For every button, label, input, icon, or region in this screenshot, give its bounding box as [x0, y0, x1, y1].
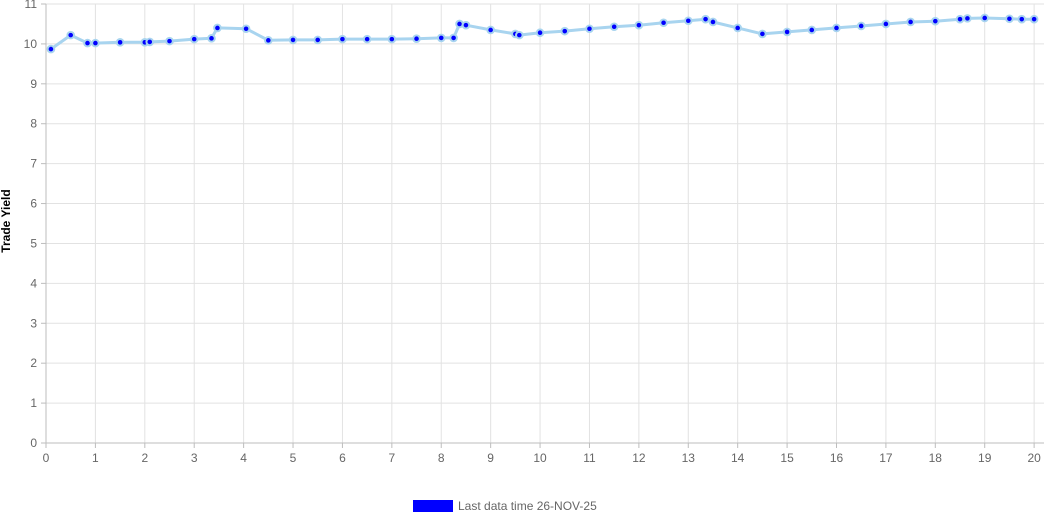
x-tick-label: 18: [929, 451, 943, 465]
data-point: [362, 34, 372, 44]
x-tick-label: 2: [141, 451, 148, 465]
data-point: [1017, 14, 1027, 24]
data-point: [145, 37, 155, 47]
data-point: [832, 23, 841, 33]
data-point: [241, 24, 251, 34]
x-tick-label: 0: [43, 451, 50, 465]
data-point: [313, 35, 323, 45]
data-point: [1005, 14, 1014, 24]
x-tick-label: 13: [682, 451, 696, 465]
data-point: [683, 16, 693, 26]
x-tick-label: 15: [780, 451, 794, 465]
legend-swatch: [413, 500, 453, 512]
x-tick-label: 8: [438, 451, 445, 465]
data-point: [165, 36, 174, 46]
y-tick-label: 0: [30, 436, 37, 450]
data-point: [807, 25, 817, 35]
data-point: [288, 35, 298, 45]
legend-label: Last data time 26-NOV-25: [458, 499, 597, 513]
data-point: [609, 22, 619, 32]
data-point: [436, 33, 446, 43]
data-point: [264, 36, 273, 45]
data-point: [708, 17, 718, 27]
data-point: [634, 20, 644, 30]
x-tick-label: 12: [632, 451, 646, 465]
data-point: [66, 30, 76, 40]
data-point: [856, 21, 866, 31]
y-tick-label: 2: [30, 356, 37, 370]
x-tick-label: 6: [339, 451, 346, 465]
data-point: [1029, 14, 1039, 24]
data-point: [906, 17, 915, 27]
data-point: [701, 14, 710, 24]
data-point: [189, 34, 199, 44]
data-point: [782, 27, 792, 37]
data-point: [585, 24, 594, 34]
data-point: [91, 38, 100, 48]
series-layer: [46, 13, 1039, 54]
y-tick-label: 10: [24, 37, 38, 51]
data-point: [338, 34, 347, 44]
y-tick-label: 8: [30, 117, 37, 131]
x-tick-label: 5: [290, 451, 297, 465]
x-tick-label: 16: [830, 451, 844, 465]
y-tick-label: 4: [30, 276, 37, 290]
data-point: [515, 30, 524, 40]
data-point: [560, 26, 570, 36]
data-point: [486, 25, 495, 35]
y-tick-label: 6: [30, 197, 37, 211]
data-point: [46, 44, 56, 54]
data-point: [881, 19, 891, 29]
data-point: [461, 20, 471, 30]
data-point: [213, 23, 222, 33]
data-point: [115, 38, 125, 47]
data-point: [83, 38, 92, 48]
x-tick-label: 1: [92, 451, 99, 465]
chart-legend[interactable]: Last data time 26-NOV-25: [413, 497, 597, 515]
y-tick-label: 7: [30, 157, 37, 171]
x-tick-label: 4: [240, 451, 247, 465]
data-point: [207, 34, 216, 43]
y-tick-label: 9: [30, 77, 37, 91]
y-axis-label: Trade Yield: [0, 189, 13, 252]
y-tick-label: 11: [25, 0, 38, 11]
data-point: [412, 34, 421, 44]
grid-layer: [45, 3, 1044, 444]
y-tick-label: 3: [30, 316, 37, 330]
x-tick-label: 14: [731, 451, 745, 465]
data-point: [963, 14, 972, 23]
x-tick-label: 20: [1027, 451, 1041, 465]
x-tick-label: 17: [879, 451, 893, 465]
data-point: [387, 34, 397, 44]
x-tick-label: 3: [191, 451, 198, 465]
x-tick-label: 7: [388, 451, 395, 465]
x-tick-label: 9: [487, 451, 494, 465]
data-point: [980, 13, 990, 23]
y-tick-label: 1: [30, 396, 37, 410]
data-point: [955, 14, 965, 24]
y-tick-label: 5: [30, 236, 37, 250]
data-point: [535, 28, 545, 38]
data-point: [449, 33, 458, 43]
data-point: [733, 23, 742, 33]
data-point: [931, 16, 940, 26]
data-point: [659, 18, 668, 28]
x-tick-label: 10: [533, 451, 547, 465]
x-tick-label: 11: [583, 451, 596, 465]
data-point: [758, 29, 767, 39]
x-tick-label: 19: [978, 451, 992, 465]
